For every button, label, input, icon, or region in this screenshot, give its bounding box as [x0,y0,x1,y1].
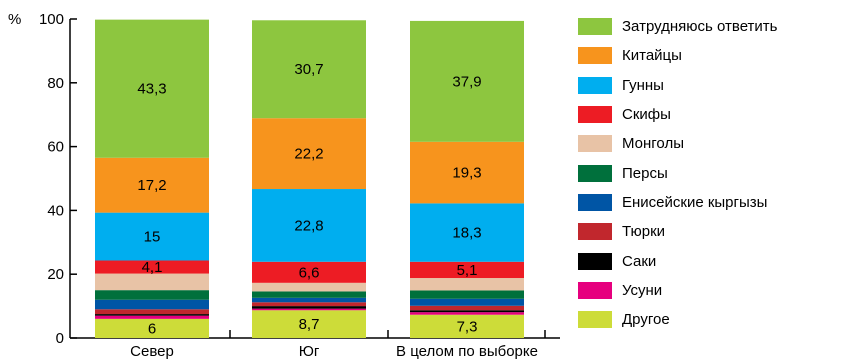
bar-value-label: 6,6 [299,264,320,281]
bar-segment [252,189,366,262]
bar-segment [95,314,209,316]
y-tick-label: 80 [47,75,64,92]
bar-segment [410,298,524,306]
legend-label: Монголы [622,135,684,153]
bar-segment [410,290,524,299]
legend-item: Тюрки [578,217,840,246]
legend-item: Персы [578,158,840,187]
bar-segment [252,291,366,298]
legend-label: Саки [622,252,657,270]
bar-segment [95,19,209,158]
bar-segment [252,20,366,119]
category-labels: Север Юг В целом по выборке [130,343,538,360]
legend-label: Енисейские кыргызы [622,193,768,211]
bar-segment [410,278,524,291]
legend-swatch [578,106,612,124]
category-label: Юг [299,343,320,360]
legend-item: Скифы [578,100,840,129]
bar-value-label: 15 [144,229,161,246]
bar-segment [252,310,366,338]
y-tick-label: 20 [47,266,64,283]
bar-value-labels: 6 4,1 15 17,2 43,3 8,7 6,6 22,8 22,2 30,7 7,3 5,1 18… [137,61,481,337]
legend-swatch [578,47,612,65]
bar-segment [95,290,209,300]
bar-value-label: 18,3 [452,225,481,242]
bar-segment [410,314,524,338]
bar-segment [95,318,209,338]
bar-value-label: 5,1 [457,262,478,279]
legend-item: Енисейские кыргызы [578,188,840,217]
bar-segment [410,305,524,311]
bar-segment [410,203,524,262]
legend-item: Китайцы [578,41,840,70]
bar-segment [95,299,209,310]
legend: Затрудняюсь ответить Китайцы Гунны Скифы Мон… [578,12,840,334]
legend-item: Другое [578,305,840,334]
bar-segment [252,308,366,311]
legend-swatch [578,311,612,329]
category-label: В целом по выборке [396,343,538,360]
stacked-bar-chart: % 0 20 40 60 80 100 6 4,1 15 17,2 43,3 8,7 6,6 22,8 2… [8,11,560,360]
legend-label: Тюрки [622,223,666,241]
category-label: Север [130,343,174,360]
bar-segment [410,312,524,315]
bar-segment [95,315,209,319]
legend-item: Монголы [578,129,840,158]
bar-value-label: 17,2 [137,177,166,194]
bar-value-label: 4,1 [142,259,163,276]
bar-segment [410,20,524,142]
bar-value-label: 22,2 [294,146,323,163]
bar-value-label: 30,7 [294,61,323,78]
bar-value-label: 22,8 [294,217,323,234]
legend-label: Персы [622,164,668,182]
bar-segment [410,310,524,313]
legend-label: Другое [622,311,670,329]
legend-label: Скифы [622,106,671,124]
y-tick-label: 100 [39,11,64,28]
legend-swatch [578,281,612,299]
y-axis: 0 20 40 60 80 100 [39,11,77,347]
bar-segment [252,282,366,292]
bar-segment [252,302,366,307]
legend-swatch [578,252,612,270]
legend-swatch [578,193,612,211]
legend-label: Затрудняюсь ответить [622,18,778,36]
legend-item: Саки [578,246,840,275]
legend-label: Китайцы [622,47,682,65]
legend-swatch [578,76,612,94]
legend-item: Усуни [578,276,840,305]
bar-value-label: 19,3 [452,165,481,182]
bar-segment [252,297,366,303]
bar-segment [95,273,209,291]
bar-value-label: 43,3 [137,81,166,98]
bar-value-label: 8,7 [299,316,320,333]
y-tick-label: 40 [47,202,64,219]
bar-value-label: 37,9 [452,73,481,90]
legend-swatch [578,135,612,153]
legend-item: Затрудняюсь ответить [578,12,840,41]
legend-swatch [578,223,612,241]
bar-segment [410,261,524,279]
bar-segment [252,118,366,190]
y-unit-label: % [8,11,21,28]
bar-segment [252,306,366,309]
bar-segment [95,212,209,261]
y-tick-label: 60 [47,139,64,156]
bar-value-label: 7,3 [457,318,478,335]
bar-segment [95,260,209,274]
y-tick-label: 0 [56,330,64,347]
bars-group [95,19,524,338]
bar-segment [252,261,366,283]
legend-label: Усуни [622,281,663,299]
bar-segment [410,141,524,204]
legend-swatch [578,164,612,182]
bar-value-label: 6 [148,320,156,337]
legend-label: Гунны [622,76,664,94]
bar-segment [95,157,209,213]
legend-swatch [578,18,612,36]
legend-item: Гунны [578,71,840,100]
bar-segment [95,309,209,315]
